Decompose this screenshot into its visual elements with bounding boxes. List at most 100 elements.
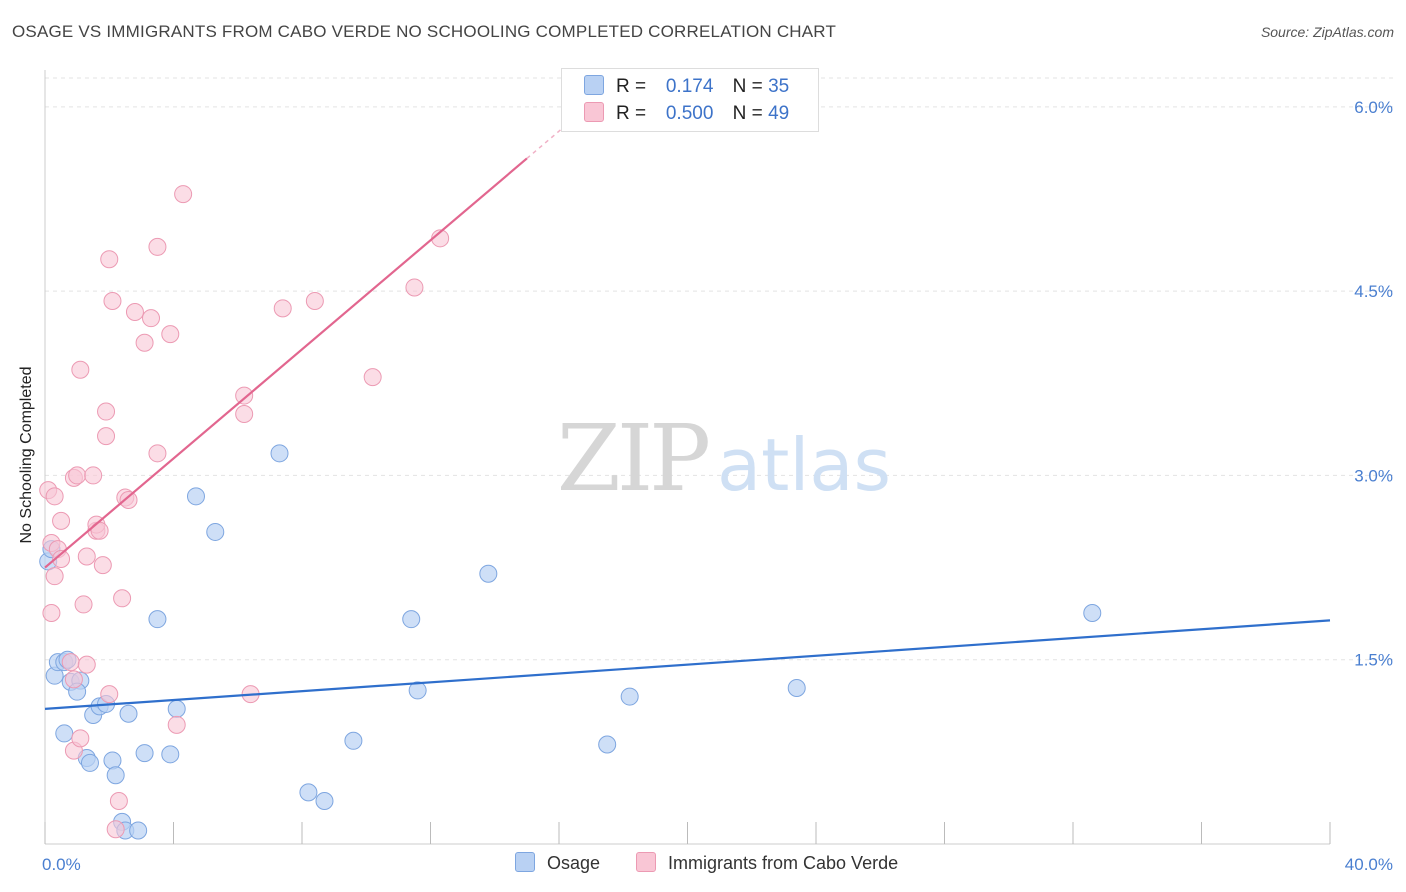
osage-point — [344, 731, 363, 750]
osage-point — [129, 821, 148, 840]
chart-title: OSAGE VS IMMIGRANTS FROM CABO VERDE NO S… — [12, 22, 837, 41]
legend-n-value-osage: 35 — [768, 76, 790, 97]
cabo-verde-point — [42, 604, 61, 623]
cabo-verde-point — [77, 547, 96, 566]
cabo-verde-point — [142, 309, 161, 328]
cabo-verde-point — [100, 250, 119, 269]
cabo-verde-point — [174, 185, 193, 204]
cabo-verde-point — [103, 291, 122, 310]
cabo-verde-point — [52, 511, 71, 530]
y-tick-label: 1.5% — [1354, 651, 1393, 670]
legend-r-value-osage: 0.174 — [665, 76, 714, 97]
legend-r-label: R = — [616, 103, 647, 124]
cabo-verde-point — [119, 491, 138, 509]
legend-row-cabo-verde: R = 0.500 N = 49 — [584, 102, 789, 124]
cabo-verde-point — [97, 402, 116, 421]
osage-point — [598, 735, 617, 754]
cabo-verde-point — [109, 792, 128, 810]
cabo-verde-point — [68, 466, 87, 485]
bottom-legend-osage: Osage — [515, 852, 600, 874]
cabo-verde-point — [45, 487, 64, 506]
cabo-verde-point — [305, 291, 324, 310]
correlation-legend: R = 0.174 N = 35 R = 0.500 N = 49 — [561, 68, 819, 132]
osage-point — [408, 681, 427, 700]
osage-point — [787, 678, 806, 697]
osage-legend-label: Osage — [547, 853, 601, 873]
legend-r-value-cabo-verde: 0.500 — [665, 103, 714, 124]
osage-point — [299, 783, 318, 802]
legend-n-label: N = — [732, 103, 763, 124]
cabo-verde-trend-extension — [526, 103, 592, 160]
tick-labels: 1.5% 3.0% 4.5% 6.0% 0.0% 40.0% — [42, 98, 1393, 874]
cabo-verde-point — [45, 567, 64, 586]
legend-n-value-cabo-verde: 49 — [768, 103, 790, 124]
cabo-verde-point — [74, 595, 93, 614]
cabo-verde-point — [71, 360, 90, 379]
osage-point — [270, 444, 289, 463]
trend-lines — [44, 103, 1331, 710]
osage-legend-swatch — [515, 852, 535, 872]
cabo-verde-legend-swatch — [636, 852, 656, 872]
cabo-verde-point — [235, 386, 254, 405]
osage-point — [402, 610, 421, 629]
osage-point — [119, 704, 138, 723]
cabo-verde-point — [148, 237, 167, 256]
osage-point — [315, 792, 334, 810]
osage-point — [1083, 604, 1102, 623]
y-tick-label: 6.0% — [1354, 98, 1393, 117]
cabo-verde-point — [64, 670, 83, 689]
osage-point — [148, 610, 167, 629]
osage-trend-line — [44, 619, 1331, 710]
cabo-verde-point — [167, 715, 186, 734]
cabo-verde-points — [39, 185, 450, 839]
cabo-verde-point — [77, 655, 96, 674]
cabo-verde-swatch — [584, 102, 604, 122]
osage-point — [479, 564, 498, 583]
osage-point — [80, 753, 99, 772]
watermark-atlas: atlas — [717, 423, 891, 507]
watermark-zip: ZIP — [557, 405, 708, 512]
cabo-verde-point — [93, 556, 112, 575]
cabo-verde-trend-line — [44, 157, 528, 569]
cabo-verde-point — [106, 820, 125, 839]
watermark: ZIP atlas — [557, 405, 891, 512]
osage-point — [106, 766, 125, 785]
cabo-verde-point — [148, 444, 167, 463]
axes — [44, 70, 1331, 845]
cabo-verde-point — [273, 299, 292, 318]
cabo-verde-point — [235, 405, 254, 423]
osage-point — [135, 744, 154, 763]
cabo-verde-point — [61, 653, 80, 672]
osage-point — [103, 751, 122, 770]
osage-swatch — [584, 75, 604, 95]
legend-r-label: R = — [616, 76, 647, 97]
osage-point — [55, 724, 74, 743]
osage-point — [206, 522, 225, 541]
osage-point — [186, 487, 205, 506]
y-tick-label: 3.0% — [1354, 466, 1393, 485]
source-credit: Source: ZipAtlas.com — [1260, 24, 1394, 40]
cabo-verde-point — [97, 427, 116, 446]
y-tick-label: 4.5% — [1354, 282, 1393, 301]
gridlines — [45, 77, 1395, 661]
legend-n-label: N = — [732, 76, 763, 97]
x-tick-label-max: 40.0% — [1345, 855, 1393, 874]
x-tick-label-min: 0.0% — [42, 855, 81, 874]
cabo-verde-point — [161, 325, 180, 344]
cabo-verde-point — [71, 729, 90, 748]
bottom-legend-cabo-verde: Immigrants from Cabo Verde — [636, 852, 898, 874]
cabo-verde-point — [100, 685, 119, 704]
osage-point — [620, 687, 639, 706]
cabo-verde-legend-label: Immigrants from Cabo Verde — [668, 853, 899, 873]
cabo-verde-point — [125, 303, 144, 322]
cabo-verde-point — [84, 466, 103, 485]
cabo-verde-point — [363, 368, 382, 387]
osage-point — [167, 699, 186, 718]
cabo-verde-point — [135, 333, 154, 352]
cabo-verde-point — [405, 278, 424, 297]
cabo-verde-point — [90, 521, 109, 540]
osage-point — [161, 745, 180, 764]
legend-row-osage: R = 0.174 N = 35 — [584, 75, 789, 97]
cabo-verde-point — [52, 549, 71, 568]
